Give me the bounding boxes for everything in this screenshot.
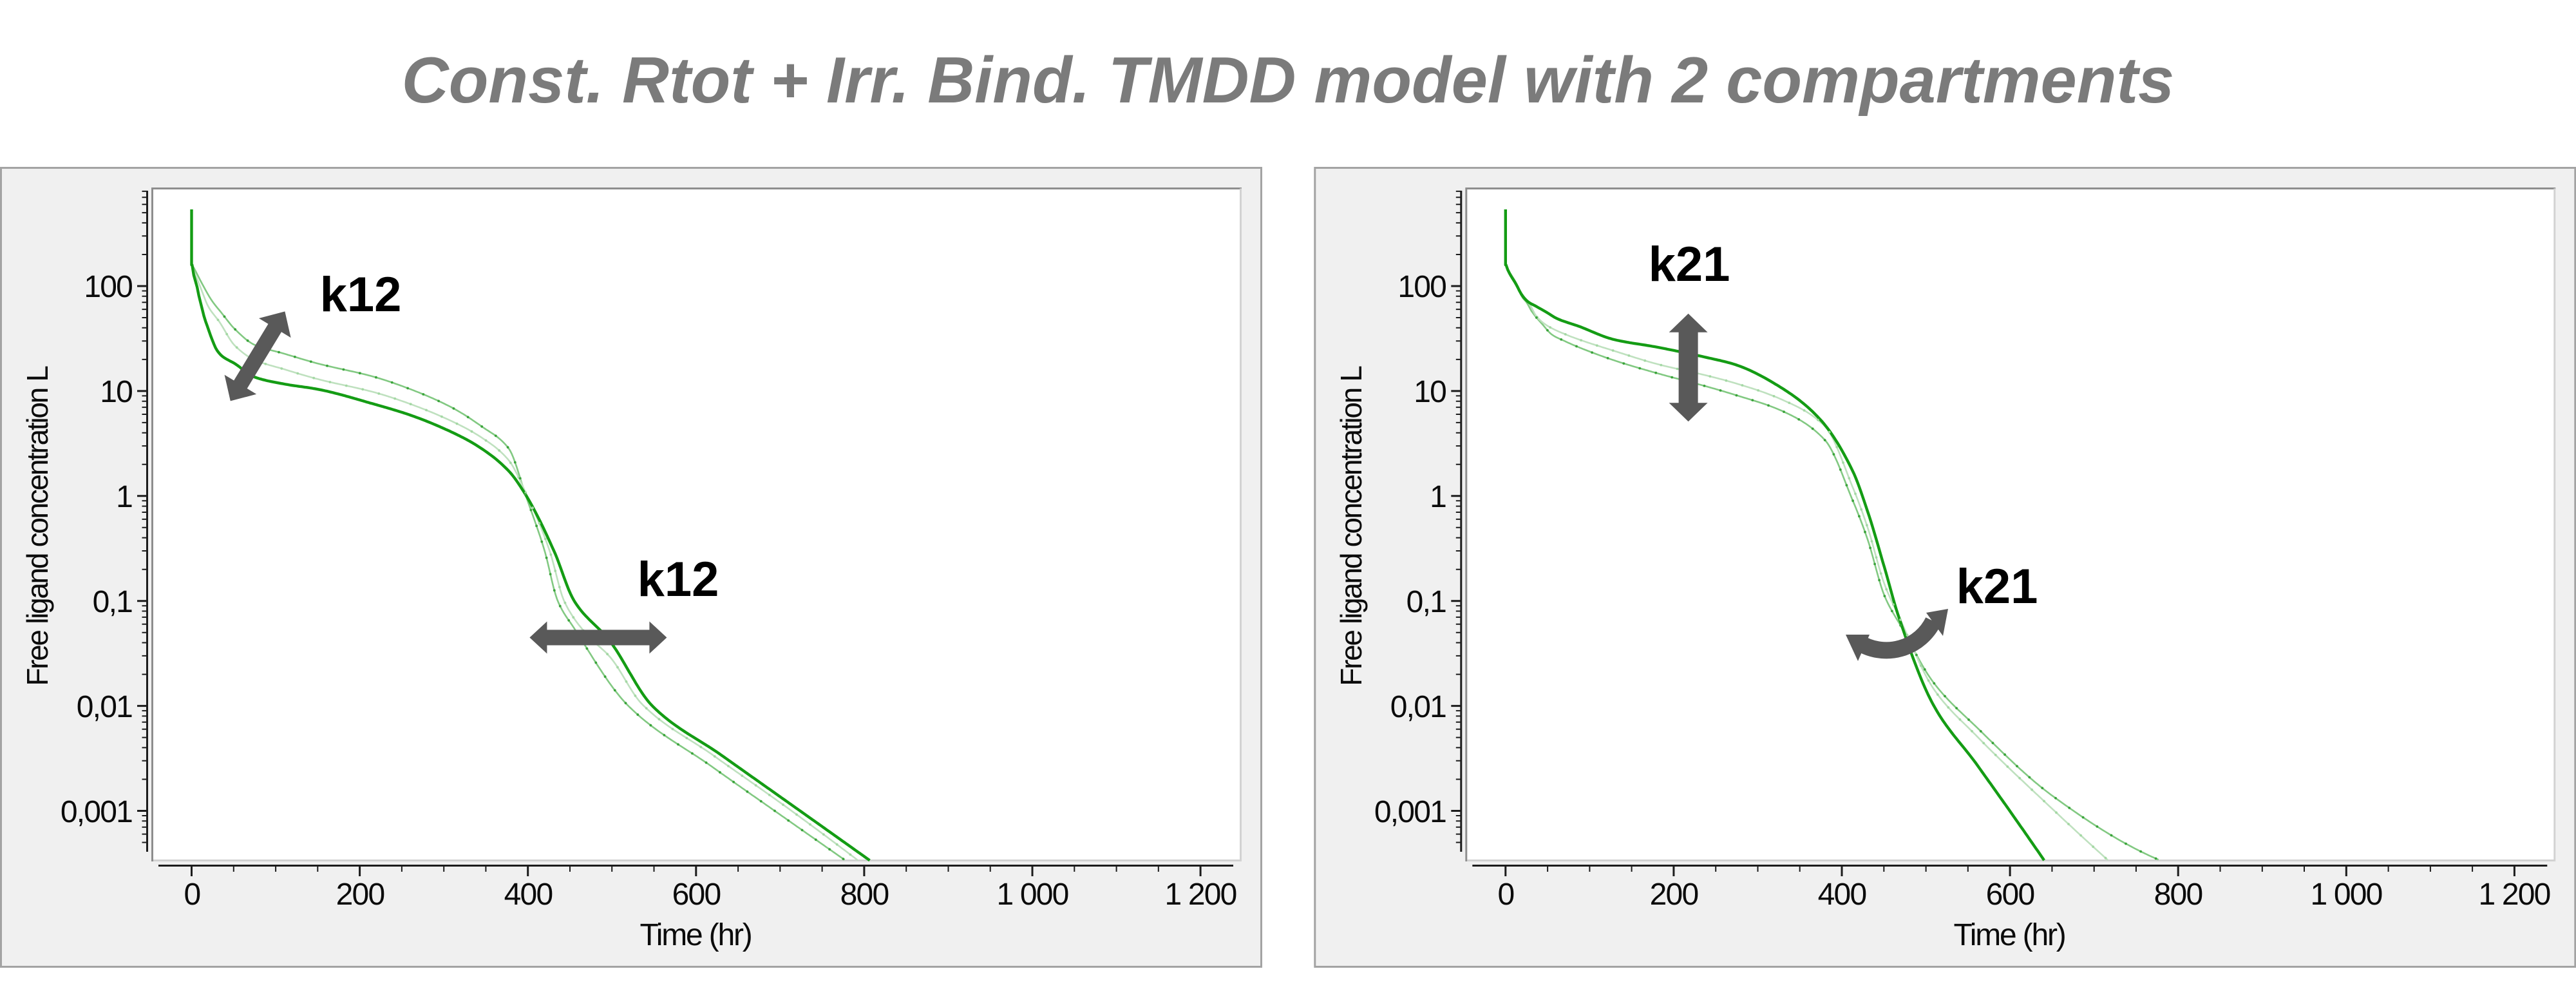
svg-text:k12: k12 <box>638 552 719 607</box>
svg-text:600: 600 <box>1986 878 2034 912</box>
svg-text:1: 1 <box>116 480 132 514</box>
svg-text:800: 800 <box>2154 878 2202 912</box>
svg-text:800: 800 <box>840 878 889 912</box>
svg-text:10: 10 <box>100 375 132 409</box>
svg-text:400: 400 <box>1818 878 1866 912</box>
svg-text:k21: k21 <box>1956 559 2038 614</box>
svg-text:400: 400 <box>504 878 553 912</box>
svg-text:Free ligand concentration L: Free ligand concentration L <box>1334 366 1368 686</box>
svg-text:200: 200 <box>1650 878 1698 912</box>
svg-text:k12: k12 <box>320 267 402 322</box>
svg-text:200: 200 <box>336 878 384 912</box>
svg-text:0,001: 0,001 <box>61 795 132 829</box>
svg-text:Const. Rtot + Irr. Bind. TMDD: Const. Rtot + Irr. Bind. TMDD model with… <box>402 44 2174 117</box>
svg-text:k21: k21 <box>1649 237 1730 292</box>
svg-text:0,1: 0,1 <box>1406 585 1446 619</box>
svg-text:10: 10 <box>1414 375 1446 409</box>
svg-text:0: 0 <box>184 878 200 912</box>
svg-text:Free ligand concentration L: Free ligand concentration L <box>21 366 54 686</box>
svg-text:1 200: 1 200 <box>2478 878 2550 912</box>
svg-text:1 000: 1 000 <box>2310 878 2382 912</box>
svg-text:100: 100 <box>84 270 132 304</box>
svg-text:1: 1 <box>1430 480 1446 514</box>
svg-text:0: 0 <box>1498 878 1514 912</box>
svg-text:600: 600 <box>672 878 721 912</box>
svg-text:0,01: 0,01 <box>77 690 132 724</box>
svg-text:0,01: 0,01 <box>1390 690 1446 724</box>
svg-text:1 000: 1 000 <box>996 878 1068 912</box>
svg-text:1 200: 1 200 <box>1164 878 1236 912</box>
svg-text:0,001: 0,001 <box>1374 795 1446 829</box>
svg-text:Time (hr): Time (hr) <box>639 918 751 952</box>
svg-text:100: 100 <box>1397 270 1446 304</box>
svg-text:Time (hr): Time (hr) <box>1953 918 2065 952</box>
svg-text:0,1: 0,1 <box>93 585 132 619</box>
